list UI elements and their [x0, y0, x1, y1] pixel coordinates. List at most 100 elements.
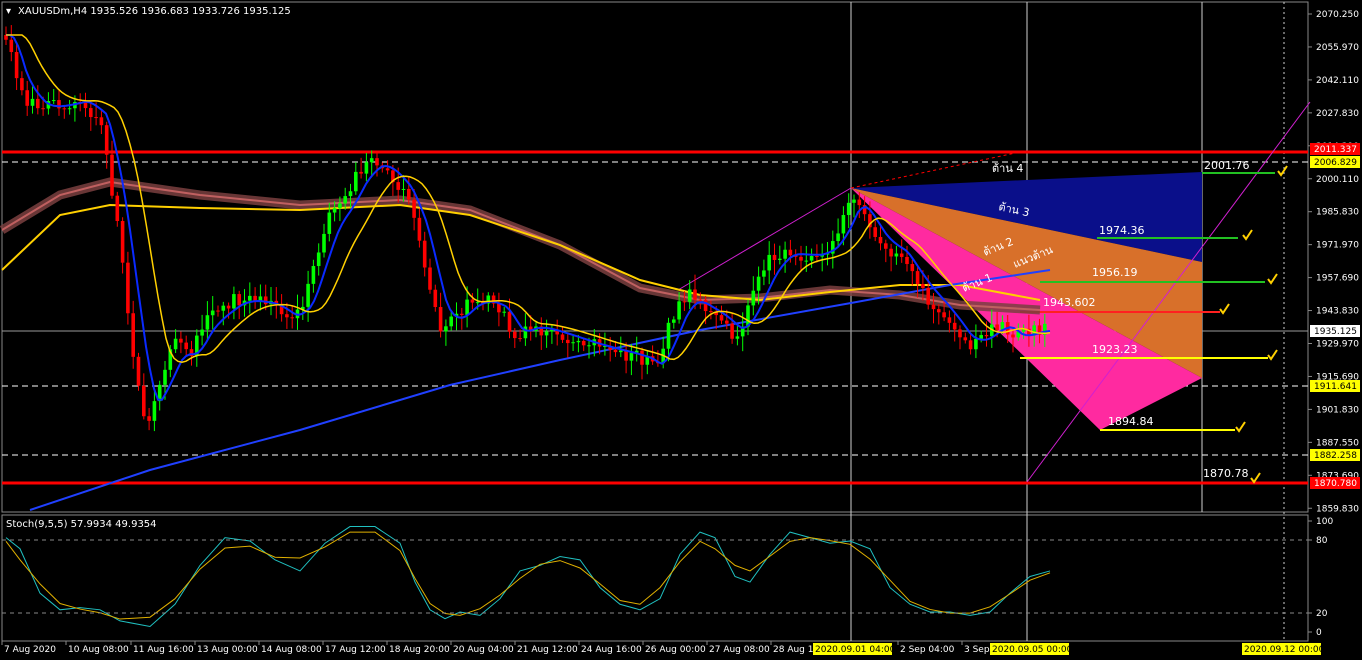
stoch-signal-line	[5, 531, 1051, 620]
price-tick-label: 1929.970	[1316, 340, 1359, 350]
candle-body	[491, 295, 496, 304]
ma-blue-long-line	[29, 269, 1051, 511]
candle-body	[507, 311, 512, 332]
check-icon	[1277, 165, 1288, 177]
candle-body	[327, 212, 332, 234]
candle-body	[189, 349, 194, 357]
chart-menu-icon[interactable]: ▾	[6, 6, 11, 17]
candle-body	[672, 319, 676, 323]
fib-fan-blue[interactable]	[851, 172, 1202, 262]
candle-body	[730, 323, 734, 339]
candle-body	[566, 339, 570, 344]
candle-body	[714, 311, 718, 316]
candle-body	[226, 305, 231, 309]
candle-body	[889, 248, 893, 257]
candle-body	[878, 236, 883, 244]
time-tick-label: 11 Aug 16:00	[133, 645, 194, 655]
check-icon	[1267, 349, 1278, 361]
candle-body	[587, 345, 591, 347]
candle-body	[852, 199, 856, 203]
stoch-main-line	[5, 526, 1051, 627]
candle-body	[629, 352, 634, 361]
candle-body	[709, 311, 713, 313]
trendline-magenta-projection[interactable]	[1026, 101, 1311, 483]
fib-label-1974: 1974.36	[1099, 224, 1145, 237]
time-axis[interactable]: 7 Aug 2020 10 Aug 08:00 11 Aug 16:00 13 Aug…	[1, 641, 990, 655]
candle-body	[931, 304, 936, 310]
check-icon	[1219, 303, 1230, 315]
price-tick-label: 2042.110	[1316, 76, 1359, 86]
candle-body	[258, 296, 263, 301]
candle-body	[772, 254, 777, 260]
candle-body	[682, 301, 687, 303]
candle-body	[152, 401, 157, 421]
candle-body	[369, 158, 374, 163]
trendline-magenta-upper[interactable]	[677, 187, 852, 291]
candle-body	[550, 329, 554, 332]
candle-body	[311, 266, 316, 284]
time-tick-label: 21 Aug 12:00	[517, 645, 578, 655]
price-tag: 2011.337	[1314, 145, 1357, 155]
candle-body	[894, 253, 899, 257]
candle-body	[147, 416, 151, 421]
candle-body	[110, 154, 114, 196]
candle-body	[952, 322, 957, 330]
price-tag: 2006.829	[1314, 158, 1357, 168]
stoch-title: Stoch(9,5,5) 57.9934 49.9354	[6, 519, 157, 530]
candle-body	[210, 310, 215, 316]
candle-body	[104, 125, 109, 155]
candle-body	[497, 303, 501, 313]
candle-body	[576, 340, 581, 343]
candle-body	[354, 171, 358, 192]
candle-body	[502, 311, 506, 313]
checkmark-icons	[1219, 165, 1288, 484]
ma-yellow-fast	[6, 34, 1051, 363]
candle-body	[99, 117, 104, 126]
candle-body	[1011, 334, 1015, 338]
candle-body	[41, 108, 45, 110]
candle-body	[449, 316, 453, 327]
candle-body	[825, 253, 830, 255]
candle-body	[915, 271, 920, 284]
candle-body	[306, 283, 310, 307]
candle-body	[179, 338, 183, 343]
candle-body	[1037, 325, 1042, 335]
time-marker-tag-bg	[1242, 643, 1321, 655]
time-tick-label: 26 Aug 00:00	[645, 645, 706, 655]
time-tick-label: 10 Aug 08:00	[68, 645, 129, 655]
candle-body	[412, 199, 416, 218]
candle-body	[94, 117, 98, 119]
candle-body	[475, 302, 480, 304]
price-tick-label: 1985.830	[1316, 208, 1359, 218]
candle-body	[126, 262, 130, 314]
price-tag-bg	[1310, 477, 1360, 489]
candle-body	[910, 264, 915, 272]
candle-body	[703, 299, 708, 312]
price-tick-label: 2027.830	[1316, 109, 1359, 119]
stoch-pane[interactable]	[1, 514, 1309, 642]
time-marker-tag: 2020.09.12 00:00	[1244, 645, 1325, 655]
price-tag-bg	[1310, 325, 1360, 337]
candle-body	[836, 233, 840, 242]
price-tick-label: 1859.830	[1316, 504, 1359, 514]
candle-body	[841, 215, 846, 234]
candle-body	[51, 100, 56, 102]
candle-body	[719, 315, 724, 321]
time-tick-label: 3 Sep	[964, 645, 990, 655]
stoch-tick-label: 80	[1316, 536, 1328, 546]
candle-body	[624, 350, 628, 361]
time-marker-tag: 2020.09.05 00:00	[992, 645, 1073, 655]
candle-body	[1043, 323, 1047, 335]
candle-body	[57, 100, 61, 109]
fib-label-1956: 1956.19	[1092, 266, 1138, 279]
fib-label-1923: 1923.23	[1092, 343, 1138, 356]
price-pane[interactable]	[1, 1, 1309, 513]
candle-body	[767, 254, 771, 271]
candle-body	[290, 317, 294, 319]
price-tag: 1935.125	[1314, 327, 1357, 337]
price-tick-label: 1957.690	[1316, 274, 1359, 284]
price-tick-label: 1873.690	[1316, 471, 1359, 481]
candle-body	[322, 233, 326, 253]
candle-body	[62, 108, 67, 110]
